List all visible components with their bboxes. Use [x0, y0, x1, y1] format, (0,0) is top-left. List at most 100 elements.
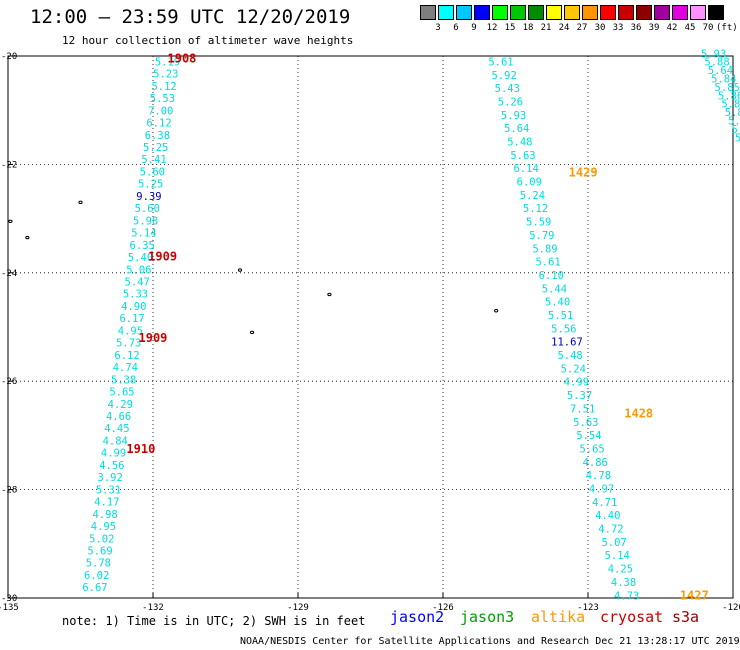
lon-tick-label: -135	[0, 603, 19, 613]
lat-lon-grid	[7, 55, 734, 599]
island-outline	[78, 200, 83, 205]
color-scale-label: 33	[612, 23, 624, 33]
wave-height-value: 5.12	[523, 203, 548, 215]
wave-height-value: 5.41	[141, 154, 166, 166]
color-swatch	[528, 5, 544, 20]
pass-time-label: 1908	[168, 52, 197, 66]
wave-height-value: 5.07	[601, 537, 626, 549]
wave-height-value: 6.02	[84, 570, 109, 582]
wave-height-value: 6.17	[119, 313, 144, 325]
lat-tick-label: -30	[1, 594, 17, 604]
wave-height-value: 5.93	[501, 110, 526, 122]
wave-height-value: 7.00	[148, 105, 173, 117]
wave-height-value: 4.17	[94, 497, 119, 509]
color-swatch	[456, 5, 472, 20]
wave-height-value: 6.10	[539, 270, 564, 282]
color-swatch	[582, 5, 598, 20]
wave-height-value: 4.45	[104, 423, 129, 435]
wave-height-value: 5.23	[153, 69, 178, 81]
color-swatch	[492, 5, 508, 20]
wave-height-value: 5.84	[711, 73, 736, 85]
map-subtitle: 12 hour collection of altimeter wave hei…	[62, 34, 354, 47]
color-scale-label: 12	[486, 23, 498, 33]
wave-height-value: 5.47	[125, 276, 150, 288]
wave-height-value: 5.44	[542, 283, 567, 295]
satellite-legend-jason3: jason3	[460, 608, 515, 626]
color-scale-label: 27	[576, 23, 588, 33]
color-scale-label: 70	[702, 23, 714, 33]
color-swatch	[438, 5, 454, 20]
wave-height-value: 4.40	[595, 510, 620, 522]
wave-height-value: 5.48	[557, 350, 582, 362]
wave-height-value: 4.29	[108, 399, 133, 411]
map-frame	[7, 55, 734, 599]
wave-height-value: 5.31	[96, 484, 121, 496]
color-scale-label: 39	[648, 23, 660, 33]
wave-height-value: 5.93	[731, 124, 740, 136]
satellite-tracks: 5.195.235.125.537.006.126.385.255.415.60…	[82, 48, 740, 602]
wave-height-value: 5.19	[155, 56, 180, 68]
wave-height-value: 5.89	[532, 243, 557, 255]
wave-height-value: 5.38	[111, 374, 136, 386]
islands	[8, 200, 499, 335]
pass-time-label: 1427	[680, 588, 709, 602]
color-swatch	[672, 5, 688, 20]
lon-tick-label: -129	[287, 603, 309, 613]
wave-height-value: 5.79	[529, 230, 554, 242]
wave-height-value: 5.88	[725, 107, 740, 119]
color-swatch	[474, 5, 490, 20]
wave-height-value: 5.63	[510, 150, 535, 162]
wave-height-value: 5.86	[718, 90, 740, 102]
wave-height-value: 5.48	[507, 137, 532, 149]
wave-height-value: 5.12	[151, 81, 176, 93]
island-outline	[327, 292, 332, 297]
color-scale-label: 18	[522, 23, 534, 33]
lon-tick-label: -123	[577, 603, 599, 613]
color-swatch	[708, 5, 724, 20]
color-scale-label: 36	[630, 23, 642, 33]
color-scale-label: 42	[666, 23, 678, 33]
wave-height-value: 5.93	[701, 48, 726, 60]
color-swatch	[564, 5, 580, 20]
island-outline	[8, 219, 13, 224]
axis-labels: -135 -132 -129 -126 -123 -120 -20 -22 -24 -26 -28 -…	[0, 52, 740, 613]
lat-tick-label: -24	[1, 269, 17, 279]
wave-height-value: 5.24	[561, 363, 586, 375]
wave-height-value: 5.26	[498, 96, 523, 108]
wave-height-value: 6.12	[114, 350, 139, 362]
wave-height-value: 6.14	[513, 163, 538, 175]
wave-height-value: 9.39	[136, 191, 161, 203]
satellite-legend-jason2: jason2	[390, 608, 445, 626]
wave-height-value: 5.24	[520, 190, 545, 202]
wave-height-value: 4.72	[598, 524, 623, 536]
pass-time-label: 1909	[148, 250, 177, 264]
wave-height-value: 5.95	[735, 132, 740, 144]
color-swatch	[600, 5, 616, 20]
wave-height-value: 5.61	[535, 257, 560, 269]
color-swatch	[420, 5, 436, 20]
wave-height-value: 4.78	[586, 470, 611, 482]
wave-height-value: 5.14	[605, 550, 630, 562]
wave-height-value: 5.87	[721, 99, 740, 111]
wave-height-value: 5.06	[126, 264, 151, 276]
color-swatch	[636, 5, 652, 20]
wave-height-value: 6.09	[517, 177, 542, 189]
wave-height-value: 4.38	[611, 577, 636, 589]
wave-height-value: 5.37	[567, 390, 592, 402]
color-swatch	[510, 5, 526, 20]
wave-height-value: 4.98	[92, 509, 117, 521]
color-scale-label: (ft)	[716, 23, 738, 33]
wave-height-value: 7.51	[570, 403, 595, 415]
wave-height-value: 5.64	[504, 123, 529, 135]
color-scale-label: 3	[435, 23, 441, 33]
wave-height-value: 5.59	[526, 217, 551, 229]
wave-height-value: 5.85	[715, 82, 740, 94]
wave-height-value: 5.53	[150, 93, 175, 105]
wave-height-value: 4.74	[113, 362, 138, 374]
wave-height-value: 5.02	[89, 533, 114, 545]
wave-height-value: 3.92	[98, 472, 123, 484]
lon-tick-label: -132	[142, 603, 164, 613]
island-outline	[25, 235, 30, 240]
wave-height-value: 5.78	[86, 558, 111, 570]
